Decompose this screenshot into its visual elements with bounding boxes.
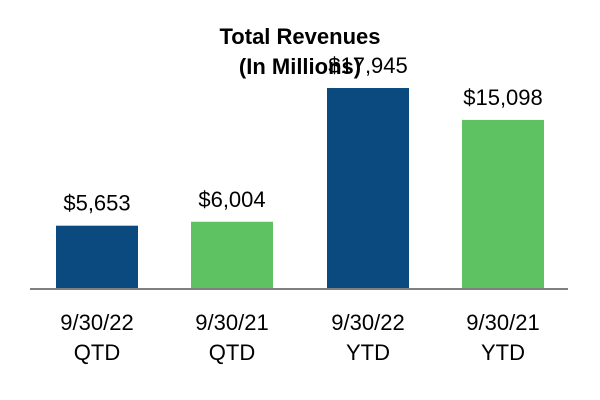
x-tick-label-3-line-1: 9/30/22 bbox=[331, 310, 404, 335]
data-label-2: $6,004 bbox=[198, 187, 265, 212]
chart-title-line-2: (In Millions) bbox=[238, 54, 362, 79]
x-tick-label-1-line-1: 9/30/22 bbox=[60, 310, 133, 335]
x-tick-label-4-line-2: YTD bbox=[481, 340, 525, 365]
x-tick-label-1-line-2: QTD bbox=[74, 340, 120, 365]
chart-title-line-1: Total Revenues bbox=[219, 24, 381, 49]
bar-4 bbox=[462, 119, 544, 289]
bar-3 bbox=[327, 88, 409, 290]
bar-2 bbox=[191, 221, 273, 289]
bar-1 bbox=[56, 225, 138, 289]
x-tick-label-4-line-1: 9/30/21 bbox=[466, 310, 539, 335]
data-label-4: $15,098 bbox=[463, 85, 543, 110]
x-tick-label-2-line-1: 9/30/21 bbox=[195, 310, 268, 335]
data-label-1: $5,653 bbox=[63, 191, 130, 216]
x-tick-label-2-line-2: QTD bbox=[209, 340, 255, 365]
x-tick-label-3-line-2: YTD bbox=[346, 340, 390, 365]
data-label-3: $17,945 bbox=[328, 53, 408, 78]
